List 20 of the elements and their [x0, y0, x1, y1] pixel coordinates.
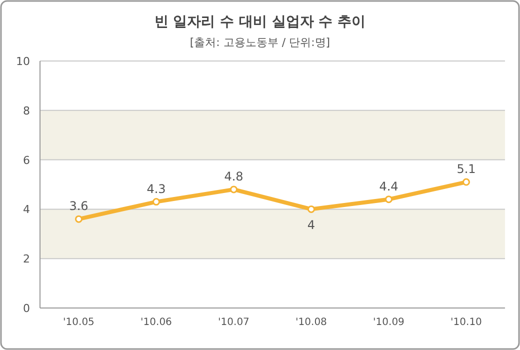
subtitle: [출처: 고용노동부 / 단위:명] — [190, 36, 330, 49]
xtick: '10.07 — [218, 317, 250, 328]
xtick: '10.09 — [373, 317, 404, 328]
xtick: '10.10 — [450, 317, 482, 328]
data-label: 5.1 — [456, 162, 476, 176]
ytick: 8 — [23, 104, 30, 118]
ytick: 2 — [23, 252, 30, 266]
data-label: 4.3 — [146, 182, 166, 196]
ytick: 0 — [23, 302, 30, 315]
ytick: 4 — [23, 203, 30, 216]
data-label: 4 — [307, 218, 316, 232]
xtick: '10.06 — [140, 317, 172, 328]
title: 빈 일자리 수 대비 실업자 수 추이 — [154, 14, 366, 30]
xtick: '10.08 — [296, 317, 327, 328]
ytick: 10 — [16, 55, 30, 68]
data-label: 3.6 — [69, 199, 88, 214]
data-label: 4.8 — [224, 169, 244, 184]
ytick: 6 — [23, 154, 30, 167]
data-label: 4.4 — [379, 179, 398, 194]
xtick: '10.05 — [63, 317, 94, 328]
